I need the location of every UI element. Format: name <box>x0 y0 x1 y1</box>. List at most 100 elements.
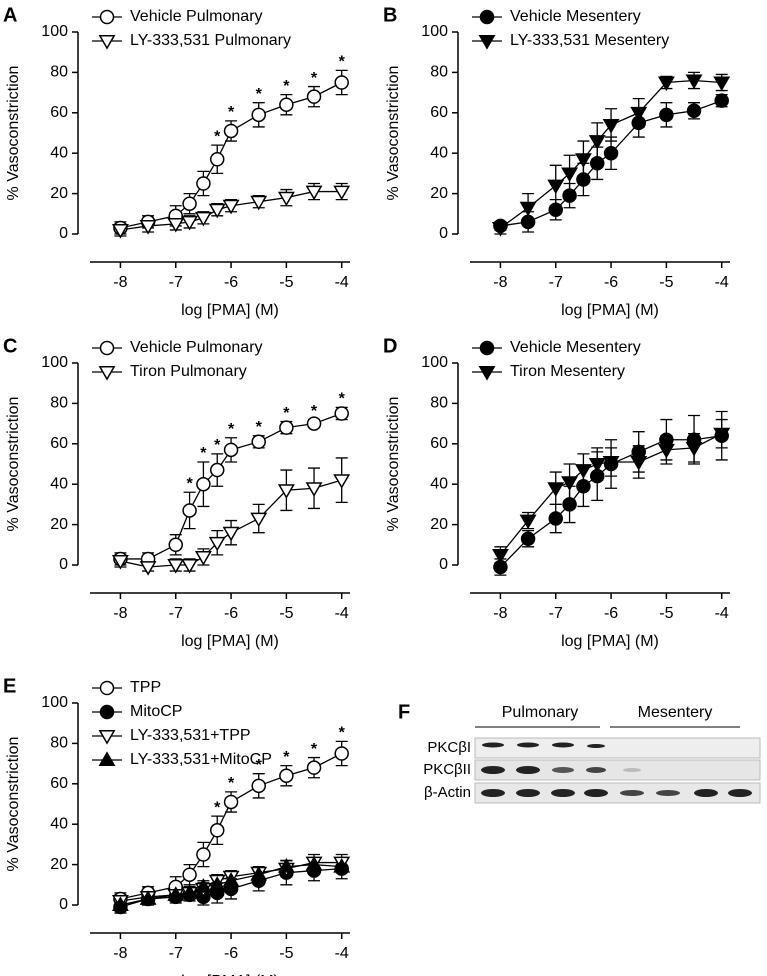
legend-label: TPP <box>130 679 161 696</box>
marker <box>98 366 116 381</box>
chart-panel: B 0 20 40 60 80 100 -8 -7 -6 -5 -4 log [PMA] (M) % Va… <box>383 4 731 319</box>
legend-label: MitoCP <box>130 703 182 720</box>
significance-mark: * <box>256 757 263 774</box>
chart-panel: E 0 20 40 60 80 100 -8 -7 -6 -5 -4 log [PMA] (M) % Va… <box>3 675 351 976</box>
y-tick-label: 100 <box>41 354 68 371</box>
legend-label: LY-333,531+MitoCP <box>130 751 272 768</box>
marker <box>334 746 349 761</box>
marker <box>181 559 199 574</box>
x-axis-label: log [PMA] (M) <box>561 633 659 650</box>
significance-mark: * <box>311 403 318 420</box>
y-tick-label: 60 <box>50 775 68 792</box>
marker <box>305 855 323 871</box>
x-tick-label: -7 <box>169 945 183 962</box>
marker <box>547 179 565 195</box>
y-tick-label: 40 <box>430 144 448 161</box>
y-tick-label: 80 <box>50 735 68 752</box>
marker <box>182 503 197 518</box>
x-tick-label: -7 <box>169 605 183 622</box>
marker <box>99 9 115 25</box>
marker <box>478 35 496 50</box>
x-tick-label: -8 <box>113 945 127 962</box>
marker <box>250 195 268 211</box>
significance-mark: * <box>214 128 221 145</box>
x-tick-label: -5 <box>279 945 293 962</box>
marker <box>520 531 536 546</box>
marker <box>139 561 157 576</box>
marker <box>334 75 349 90</box>
x-tick-label: -4 <box>715 605 729 622</box>
y-tick-label: 0 <box>59 225 68 242</box>
y-tick-label: 40 <box>50 815 68 832</box>
marker <box>576 478 591 494</box>
legend-label: Tiron Pulmonary <box>130 363 247 380</box>
significance-mark: * <box>339 54 346 71</box>
blot-strip <box>474 737 761 759</box>
marker <box>182 867 197 882</box>
marker <box>139 219 157 235</box>
legend-label: Vehicle Mesentery <box>510 8 641 25</box>
marker <box>491 548 509 564</box>
marker <box>333 474 351 489</box>
y-tick-label: 80 <box>430 395 448 412</box>
y-tick-label: 60 <box>430 104 448 121</box>
x-tick-label: -5 <box>659 605 673 622</box>
marker <box>277 484 295 499</box>
panel-label: F <box>398 701 410 723</box>
marker <box>334 406 349 421</box>
x-axis-label: log [PMA] (M) <box>181 302 279 319</box>
marker <box>333 857 351 873</box>
panel-label: B <box>383 4 397 26</box>
marker <box>713 427 731 443</box>
blot-bands <box>481 742 752 797</box>
marker <box>279 768 294 783</box>
blot-strip <box>474 782 761 804</box>
blot-row-label: PKCβI <box>427 739 471 756</box>
marker <box>250 866 268 881</box>
marker <box>685 74 703 90</box>
x-tick-label: -6 <box>224 605 238 622</box>
blot-strip <box>474 759 761 781</box>
marker <box>167 559 185 574</box>
significance-mark: * <box>228 775 235 792</box>
marker <box>194 211 212 227</box>
y-tick-label: 80 <box>430 64 448 81</box>
significance-mark: * <box>214 799 221 816</box>
marker <box>111 555 129 570</box>
marker <box>588 135 606 150</box>
marker <box>520 214 536 230</box>
marker <box>181 215 199 231</box>
marker <box>306 760 322 775</box>
y-tick-label: 20 <box>50 185 68 202</box>
marker <box>167 217 185 233</box>
y-tick-label: 20 <box>430 185 448 202</box>
marker <box>99 680 115 696</box>
marker <box>196 847 211 862</box>
marker <box>168 537 183 553</box>
marker <box>333 185 351 201</box>
marker <box>167 886 185 901</box>
marker <box>305 482 323 497</box>
significance-mark: * <box>186 475 193 492</box>
x-tick-label: -4 <box>335 945 349 962</box>
x-tick-label: -8 <box>113 605 127 622</box>
marker <box>181 884 199 899</box>
chart-panel: A 0 20 40 60 80 100 -8 -7 -6 -5 -4 log [PMA] (M) % Va… <box>3 4 351 319</box>
marker <box>603 145 619 161</box>
x-tick-label: -8 <box>493 274 507 291</box>
x-tick-label: -4 <box>335 274 349 291</box>
marker <box>630 106 648 122</box>
x-axis-label: log [PMA] (M) <box>181 973 279 976</box>
x-tick-label: -6 <box>224 274 238 291</box>
marker <box>519 201 537 217</box>
significance-mark: * <box>214 437 221 454</box>
marker <box>279 420 294 435</box>
y-axis-label: % Vasoconstriction <box>385 66 402 201</box>
marker <box>223 442 239 458</box>
y-tick-label: 60 <box>50 104 68 121</box>
y-tick-label: 100 <box>41 23 68 40</box>
marker <box>208 536 226 552</box>
marker <box>479 9 495 25</box>
blot-group-label: Mesentery <box>638 704 713 721</box>
